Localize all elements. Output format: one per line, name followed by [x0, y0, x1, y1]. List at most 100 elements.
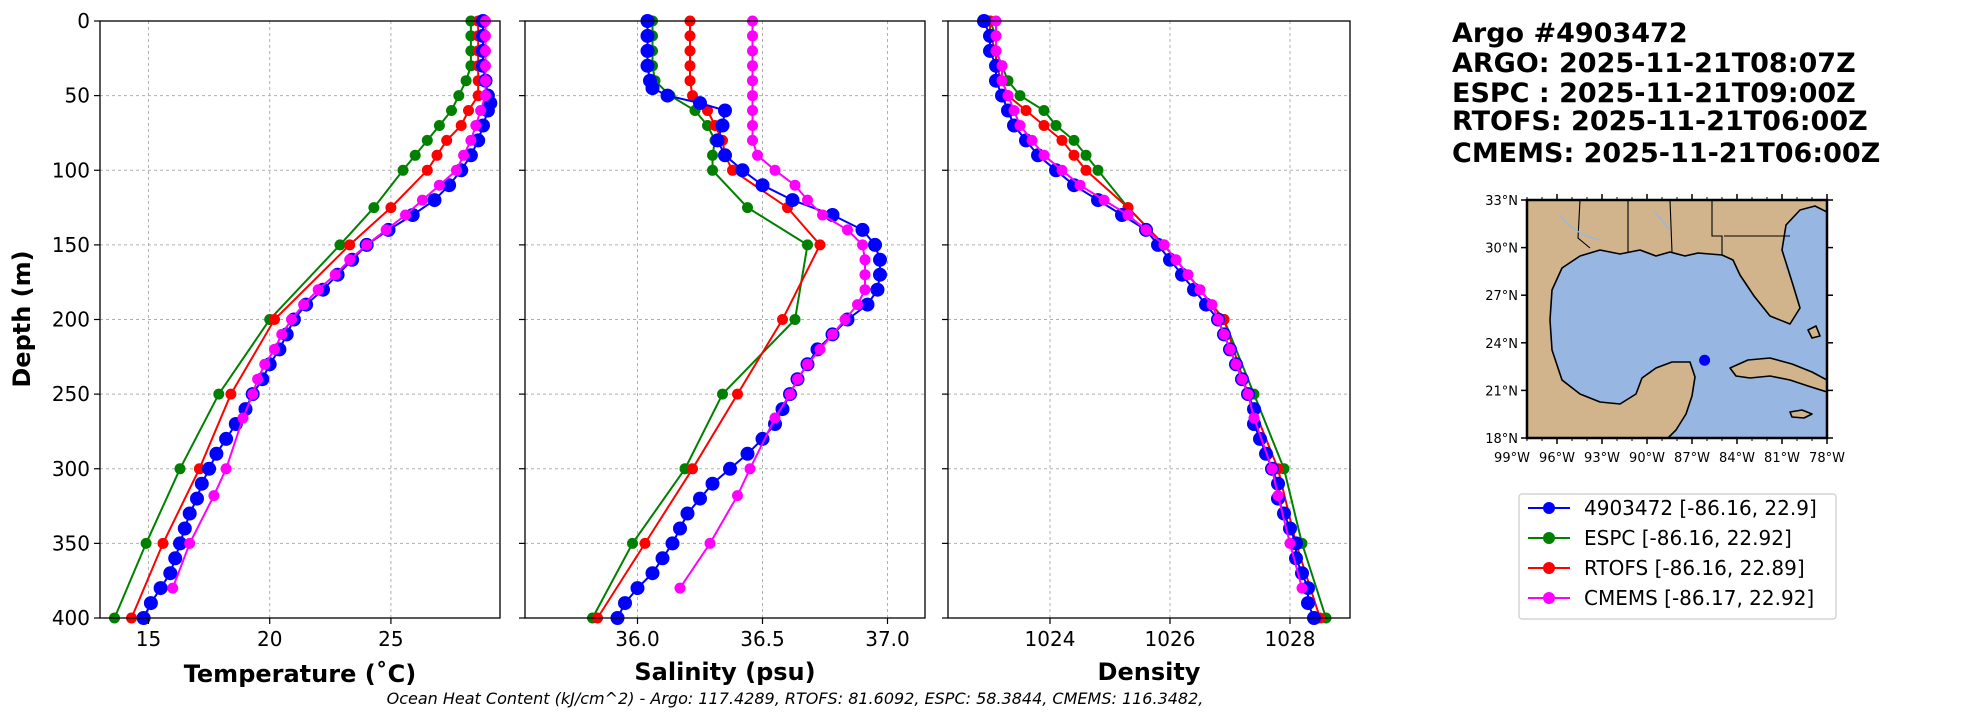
x-tick-label: 1026 — [1145, 627, 1196, 651]
data-point — [707, 164, 718, 176]
data-point — [630, 581, 645, 596]
data-point — [769, 164, 781, 176]
map-lat-label: 27°N — [1485, 289, 1518, 304]
data-point — [827, 328, 838, 340]
map-lat-label: 33°N — [1485, 194, 1518, 209]
data-point — [463, 105, 474, 116]
data-point — [361, 239, 373, 251]
data-point — [693, 491, 707, 506]
data-point — [480, 90, 491, 102]
data-point — [777, 314, 788, 325]
legend-marker — [1543, 562, 1555, 574]
data-point — [873, 252, 887, 267]
data-point — [839, 314, 851, 325]
data-point — [431, 149, 443, 161]
data-point — [480, 45, 491, 57]
data-point — [996, 60, 1008, 72]
data-point — [684, 45, 696, 57]
data-point — [1080, 164, 1092, 176]
data-point — [785, 193, 800, 208]
data-point — [718, 148, 732, 163]
data-point — [441, 134, 453, 146]
lake-okeechobee — [1782, 265, 1788, 271]
data-point — [1277, 506, 1291, 521]
data-point — [817, 209, 828, 221]
data-point — [163, 566, 178, 581]
river-2 — [1654, 211, 1671, 231]
data-point — [1271, 476, 1285, 491]
data-point — [409, 149, 421, 161]
data-point — [747, 60, 758, 72]
data-point — [450, 164, 462, 176]
data-point — [140, 537, 152, 549]
density-xlabel: Density — [1098, 658, 1201, 686]
temperature-panel: 0 50 100 150 200 250 300 350 400 15 20 25 Temperatu… — [8, 9, 501, 688]
data-point — [674, 582, 686, 594]
state-border-3 — [1669, 200, 1673, 253]
data-point — [747, 120, 758, 131]
data-point — [1242, 388, 1254, 400]
salinity-xlabel: Salinity (psu) — [634, 658, 815, 686]
data-point — [1248, 412, 1260, 424]
data-point — [687, 463, 698, 475]
data-point — [684, 60, 696, 72]
bahamas-island — [1807, 325, 1821, 339]
map-lon-label: 87°W — [1674, 451, 1710, 466]
data-point — [442, 178, 457, 193]
data-point — [792, 373, 803, 385]
data-point — [814, 239, 826, 251]
data-point — [718, 103, 732, 118]
data-point — [1194, 284, 1206, 296]
data-point — [717, 388, 728, 400]
data-point — [247, 388, 259, 400]
data-point — [1056, 164, 1068, 176]
map-lon-label: 96°W — [1539, 451, 1575, 466]
data-point — [996, 75, 1008, 87]
data-point — [458, 149, 470, 161]
data-point — [640, 58, 655, 73]
data-point — [344, 254, 356, 266]
data-point — [673, 521, 687, 536]
data-point — [329, 269, 341, 281]
data-point — [480, 30, 491, 42]
legend-marker — [1543, 502, 1555, 514]
data-point — [269, 314, 280, 325]
data-point — [868, 237, 882, 252]
north-american-coast — [1527, 200, 1827, 438]
data-point — [1002, 90, 1014, 102]
data-point — [344, 239, 356, 251]
data-point — [433, 120, 445, 131]
data-point — [684, 75, 696, 87]
data-point — [744, 463, 756, 475]
data-point — [842, 224, 853, 236]
depth-ylabel: Depth (m) — [8, 250, 36, 387]
map-lat-label: 24°N — [1485, 337, 1518, 352]
cuba-island — [1729, 357, 1827, 393]
data-point — [213, 388, 225, 400]
x-tick-label: 36.0 — [615, 627, 660, 651]
data-point — [455, 120, 467, 131]
data-point — [747, 134, 758, 146]
data-point — [1014, 120, 1026, 131]
density-panel: 1024 1026 1028 Density — [942, 14, 1351, 686]
data-point — [1296, 582, 1308, 594]
data-point — [480, 60, 491, 72]
data-point — [470, 120, 482, 131]
data-point — [446, 105, 457, 116]
legend-item: RTOFS [-86.16, 22.89] — [1528, 556, 1805, 580]
legend: 4903472 [-86.16, 22.9] ESPC [-86.16, 22.9… — [1518, 493, 1837, 620]
temperature-series-cmems — [167, 15, 491, 594]
data-point — [640, 43, 655, 58]
data-point — [710, 133, 725, 148]
data-point — [802, 194, 813, 206]
data-point — [747, 75, 758, 87]
data-point — [269, 343, 280, 355]
data-point — [286, 314, 297, 325]
data-point — [742, 202, 753, 214]
data-point — [732, 388, 743, 400]
map-lat-label: 30°N — [1485, 242, 1518, 257]
legend-label: CMEMS [-86.17, 22.92] — [1584, 586, 1814, 610]
data-point — [852, 299, 863, 311]
map-rivers — [1559, 211, 1788, 271]
